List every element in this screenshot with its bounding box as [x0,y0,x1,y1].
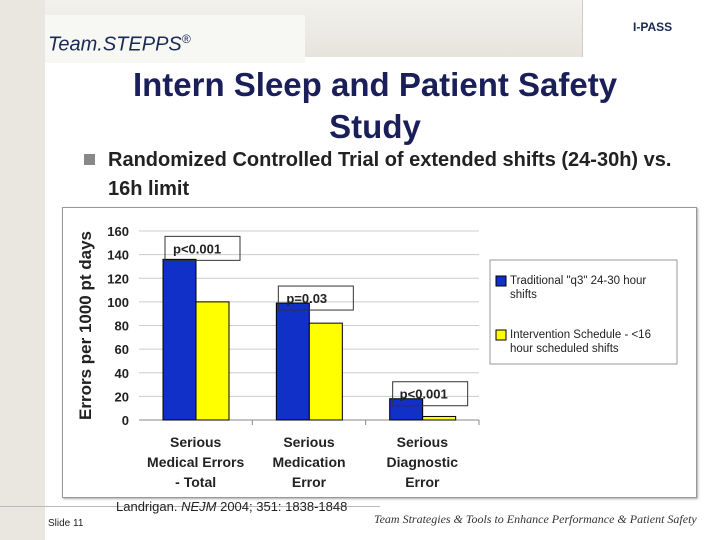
footer-rule [0,506,380,507]
y-tick-label: 40 [115,366,129,381]
p-value-label: p<0.001 [173,241,221,256]
x-tick-label: Diagnostic [387,454,459,470]
bar [162,258,197,421]
legend-box [489,259,678,365]
chart: 0 20 40 60 80 100 120 140 160 Errors per 1000 pt … [62,207,697,498]
x-tick-label: Error [405,474,440,490]
y-tick-label: 0 [122,413,129,428]
x-tick-label: Medication [272,454,345,470]
annotation-box [277,285,354,311]
bar [275,302,310,421]
annotation-box [164,235,241,261]
ipass-badge: I-PASS [582,0,720,57]
brand-logo: Team.STEPPS® [48,32,191,56]
brand-box [45,15,305,63]
bar [389,398,424,421]
y-tick-label: 160 [107,224,129,239]
y-tick-label: 100 [107,295,129,310]
y-tick-label: 60 [115,342,129,357]
citation: Landrigan. NEJM 2004; 351: 1838-1848 [116,499,348,514]
x-tick-label: - Total [175,474,216,490]
legend-label: Traditional "q3" 24-30 hour [510,275,646,287]
x-tick-label: Serious [283,434,335,450]
bar [308,322,343,421]
legend-swatch [495,329,507,341]
x-tick-label: Error [292,474,327,490]
left-band [0,0,45,540]
y-tick-label: 120 [107,271,129,286]
legend-label: shifts [510,289,537,301]
y-tick-label: 140 [107,248,129,263]
legend-swatch [495,275,507,287]
y-tick-label: 80 [115,319,129,334]
slide-title: Intern Sleep and Patient Safety Study [132,66,618,145]
x-tick-label: Serious [170,434,222,450]
tagline: Team Strategies & Tools to Enhance Perfo… [374,512,697,526]
bar [422,415,457,421]
bar [195,301,230,421]
y-axis-label: Errors per 1000 pt days [76,231,95,420]
y-tick-label: 20 [115,389,129,404]
slide-number: Slide 11 [48,518,84,529]
p-value-label: p=0.03 [286,291,327,306]
chart-svg: 0 20 40 60 80 100 120 140 160 Errors per 1000 pt … [76,224,678,490]
bullet-square-icon [84,154,95,165]
annotation-box [392,381,469,407]
x-tick-label: Serious [397,434,449,450]
legend-label: Intervention Schedule - <16 [510,329,651,341]
legend-label: hour scheduled shifts [510,343,619,355]
x-tick-label: Medical Errors [147,454,244,470]
p-value-label: p<0.001 [400,387,448,402]
